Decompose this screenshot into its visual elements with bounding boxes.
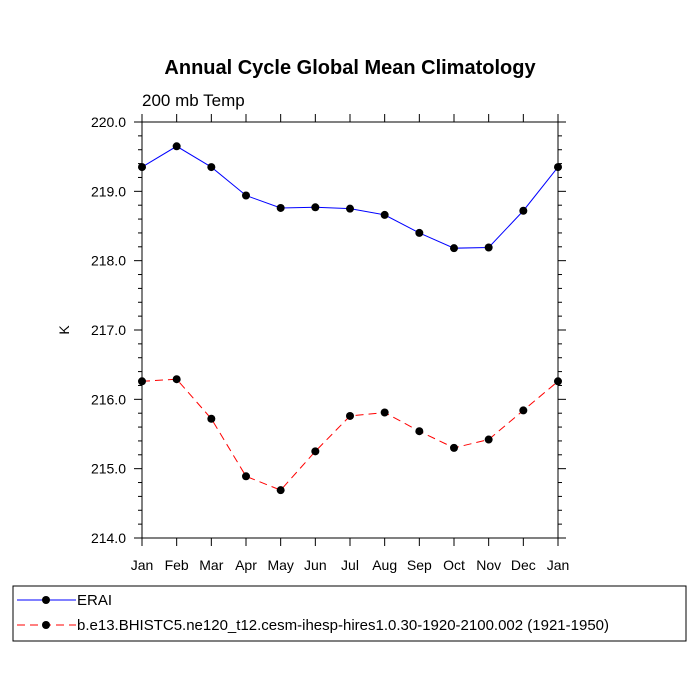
y-tick-label: 217.0	[91, 322, 126, 338]
y-tick-label: 218.0	[91, 253, 126, 269]
data-point	[415, 427, 424, 436]
data-point	[554, 163, 562, 172]
data-point	[242, 191, 250, 200]
data-point	[346, 204, 354, 213]
data-point	[484, 243, 493, 252]
legend-label: b.e13.BHISTC5.ne120_t12.cesm-ihesp-hires…	[77, 617, 609, 634]
series-layer	[138, 142, 562, 495]
data-point	[138, 377, 146, 386]
data-point	[554, 377, 562, 386]
x-tick-label: Jan	[547, 557, 570, 573]
data-point	[311, 447, 320, 456]
legend-item-1: ERAI	[17, 592, 112, 609]
data-point	[415, 228, 424, 237]
y-tick-label: 214.0	[91, 530, 126, 546]
series-line	[141, 145, 559, 249]
data-point	[172, 375, 181, 384]
y-tick-label: 216.0	[91, 391, 126, 407]
x-tick-labels: Jan Feb Mar Apr May Jun Jul Aug Sep Oct Nov Dec Jan	[131, 557, 570, 573]
data-point	[207, 163, 216, 172]
legend: ERAI b.e13.BHISTC5.ne120_t12.cesm-ihesp-h…	[17, 592, 609, 634]
series-1	[138, 142, 562, 253]
legend-marker	[42, 596, 50, 604]
y-axis-label: K	[56, 325, 72, 335]
y-tick-label: 220.0	[91, 114, 126, 130]
x-tick-label: Oct	[443, 557, 465, 573]
data-point	[484, 435, 493, 444]
data-point	[276, 203, 285, 212]
data-point	[138, 163, 146, 172]
data-point	[311, 203, 320, 212]
data-point	[207, 414, 216, 423]
x-tick-label: Nov	[476, 557, 501, 573]
data-point	[519, 206, 528, 215]
x-tick-label: May	[267, 557, 293, 573]
series-line	[141, 378, 559, 491]
x-tick-label: Aug	[372, 557, 397, 573]
series-2	[138, 375, 562, 495]
data-point	[450, 443, 458, 452]
x-tick-label: Feb	[165, 557, 189, 573]
plot-frame	[141, 121, 559, 539]
data-point	[242, 472, 250, 481]
x-tick-label: Dec	[511, 557, 536, 573]
y-tick-label: 219.0	[91, 183, 126, 199]
axis-ticks	[134, 114, 566, 546]
data-point	[380, 408, 389, 417]
data-point	[346, 411, 354, 420]
x-tick-label: Jan	[131, 557, 154, 573]
legend-item-2: b.e13.BHISTC5.ne120_t12.cesm-ihesp-hires…	[17, 617, 609, 634]
x-tick-label: Jun	[304, 557, 327, 573]
y-tick-labels: 214.0 215.0 216.0 217.0 218.0 219.0 220.0	[91, 114, 126, 546]
y-tick-label: 215.0	[91, 461, 126, 477]
chart-subtitle: 200 mb Temp	[142, 91, 245, 110]
legend-marker	[42, 621, 50, 629]
data-point	[172, 142, 181, 151]
x-tick-label: Jul	[341, 557, 359, 573]
x-tick-label: Mar	[199, 557, 223, 573]
x-tick-label: Sep	[407, 557, 432, 573]
data-point	[380, 210, 389, 219]
x-tick-label: Apr	[235, 557, 257, 573]
data-point	[450, 244, 458, 253]
legend-label: ERAI	[77, 592, 112, 609]
data-point	[276, 486, 285, 495]
chart-title: Annual Cycle Global Mean Climatology	[164, 57, 536, 79]
legend-box	[12, 585, 687, 642]
data-point	[519, 406, 528, 415]
